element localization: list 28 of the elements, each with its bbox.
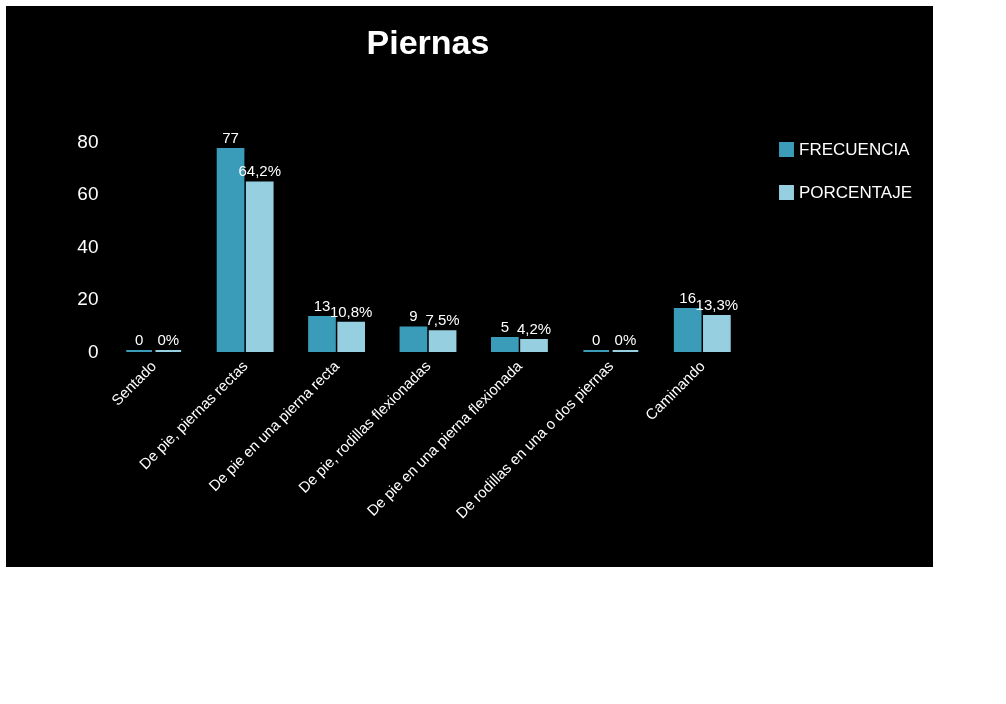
bar — [491, 336, 519, 352]
data-label: 0% — [157, 331, 180, 348]
data-label: 0 — [134, 331, 144, 348]
legend-label: PORCENTAJE — [799, 182, 913, 202]
bar — [428, 330, 457, 352]
data-label: 10,8% — [329, 302, 373, 320]
y-tick-label: 60 — [77, 183, 99, 204]
legend-label: FRECUENCIA — [799, 139, 911, 159]
bar — [245, 181, 274, 352]
data-label: 77 — [222, 128, 239, 146]
data-label: 7,5% — [425, 311, 460, 329]
y-tick-label: 80 — [77, 130, 99, 152]
bar — [399, 326, 428, 352]
data-label: 5 — [500, 317, 510, 335]
y-tick-label: 40 — [77, 235, 99, 257]
bar — [703, 315, 731, 352]
chart-title: Piernas — [366, 22, 490, 61]
data-label: 13,3% — [695, 296, 739, 314]
bar — [337, 321, 365, 352]
bar — [520, 338, 548, 352]
data-label: 0 — [592, 331, 601, 348]
data-label: 16 — [679, 289, 697, 306]
data-label: 4,2% — [516, 319, 552, 337]
data-label: 13 — [313, 296, 331, 314]
y-tick-label: 20 — [77, 288, 99, 309]
data-label: 0% — [614, 331, 637, 348]
data-label: 9 — [409, 307, 418, 325]
y-tick-label: 0 — [87, 340, 99, 362]
